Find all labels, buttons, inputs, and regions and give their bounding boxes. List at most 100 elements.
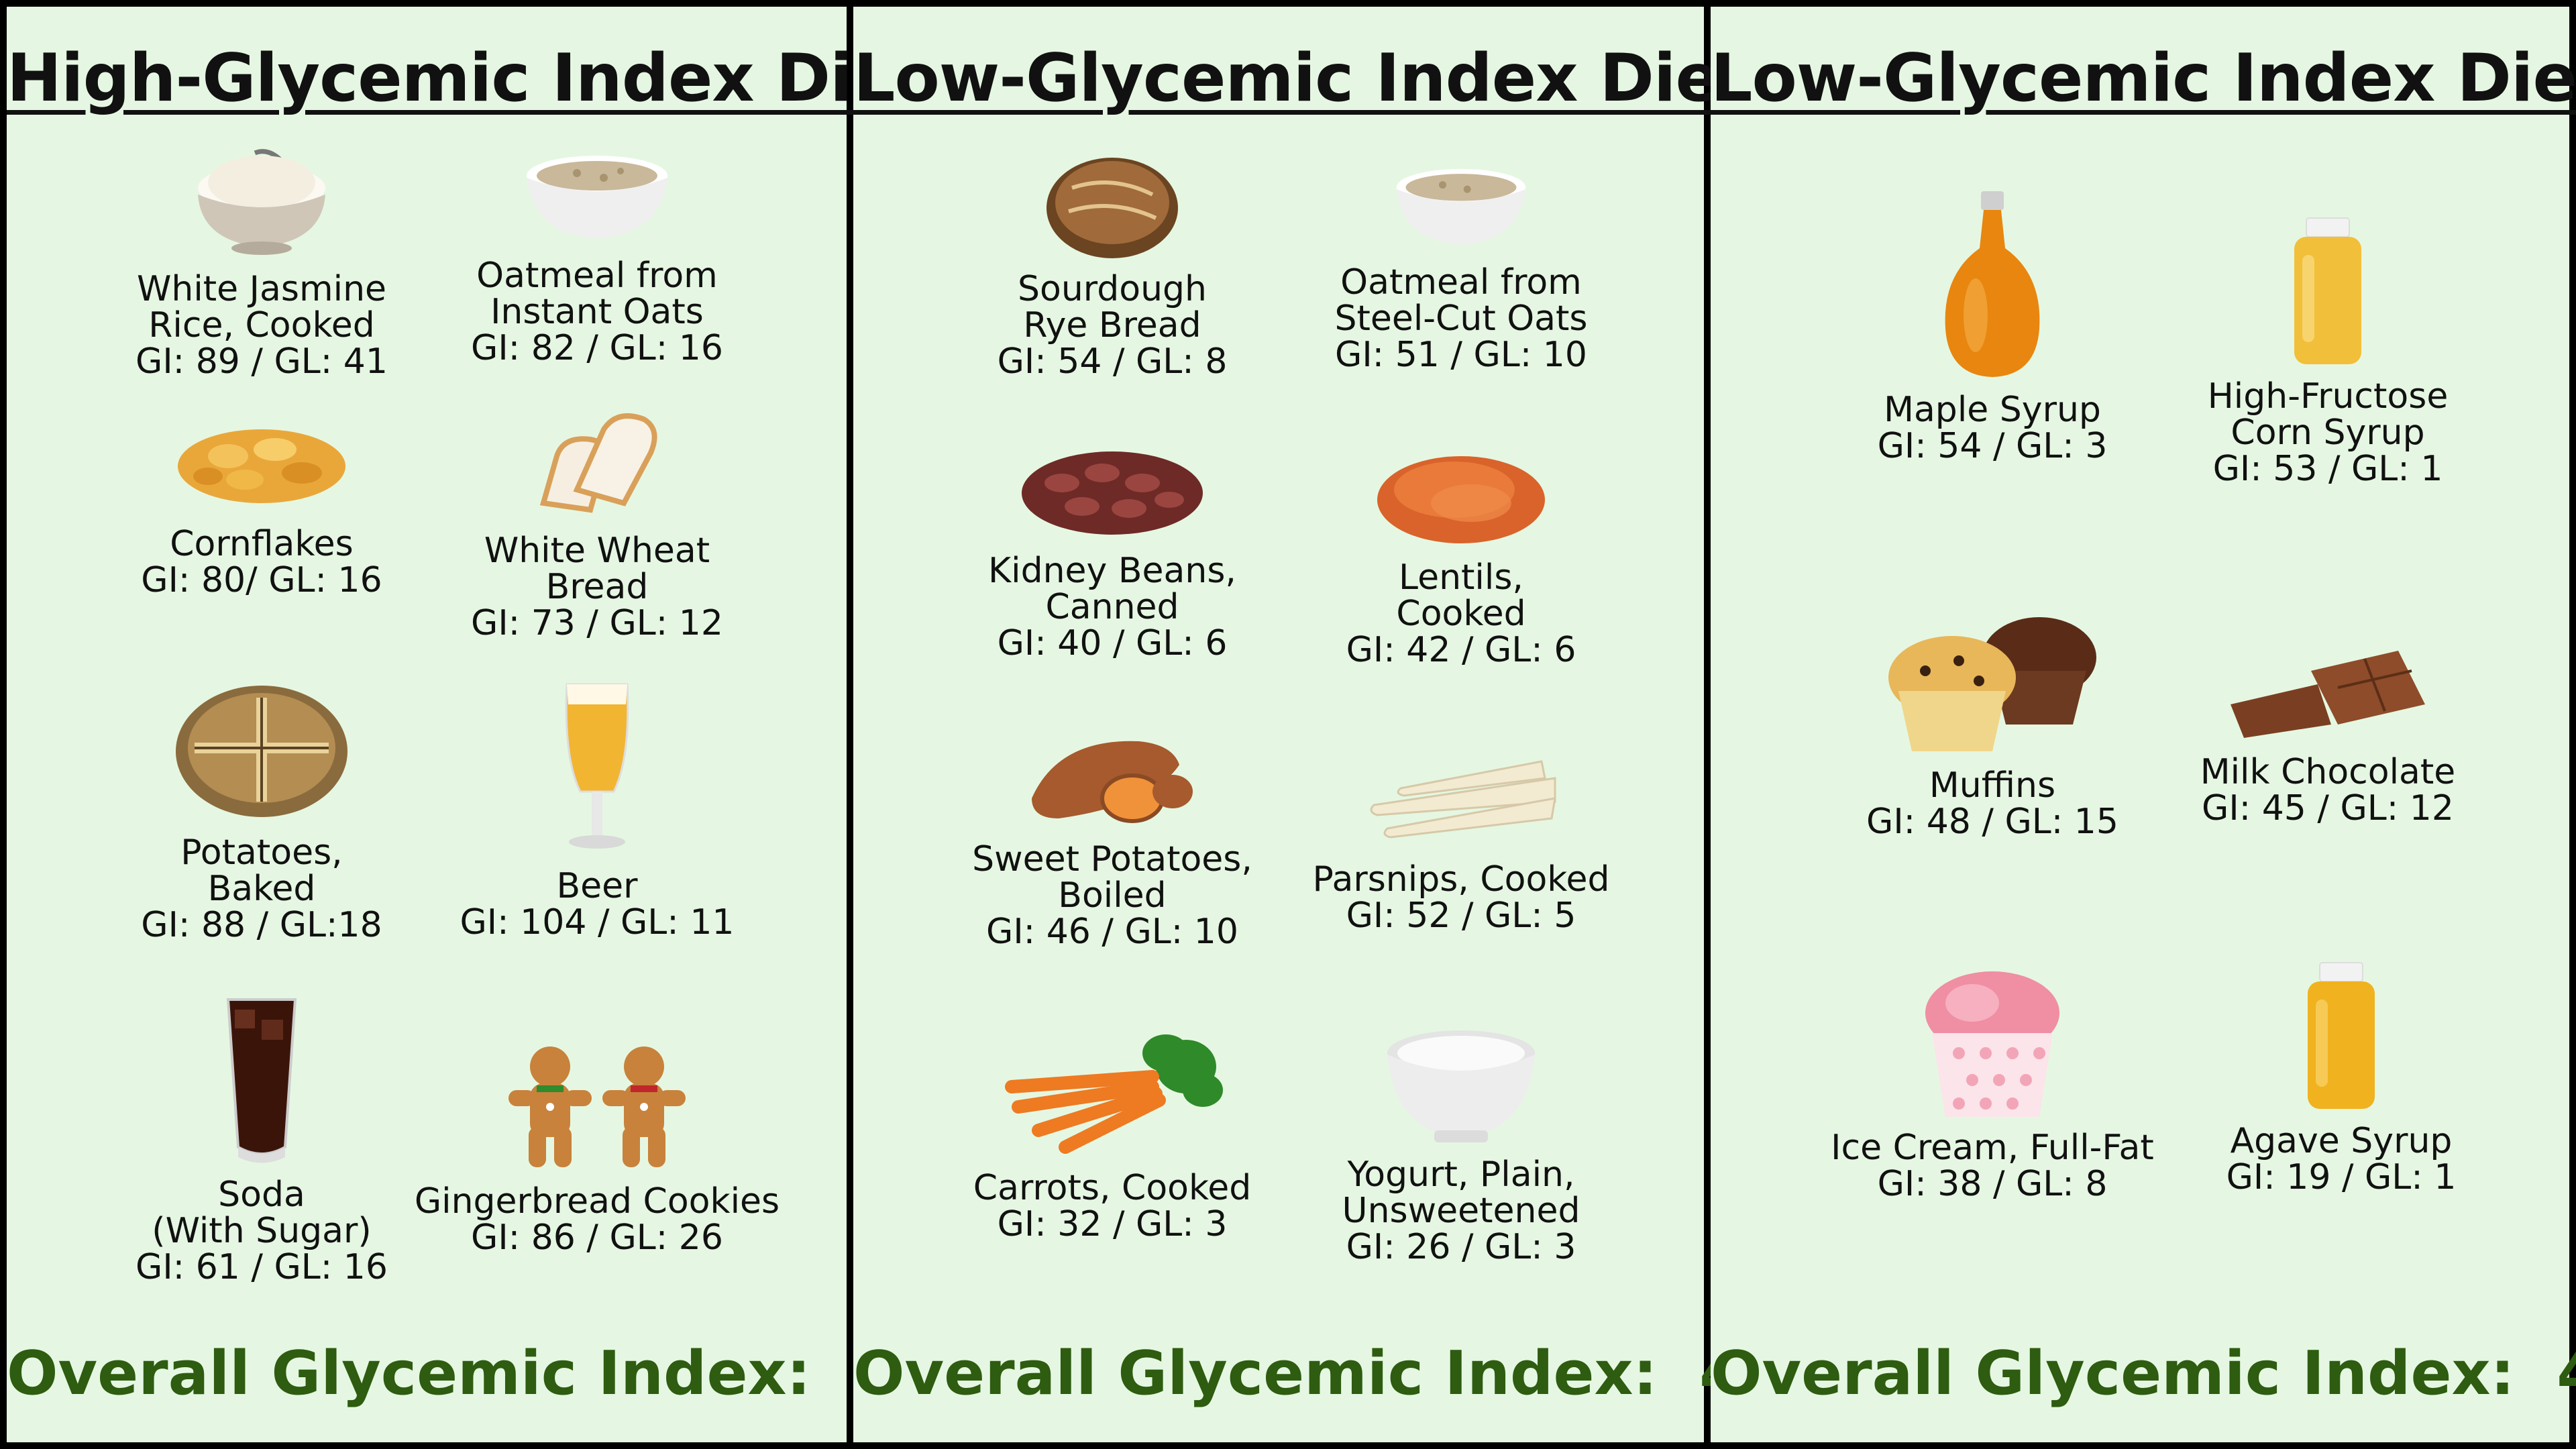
food-stats: GI: 40 / GL: 6 (997, 623, 1228, 663)
food-item: Maple Syrup GI: 54 / GL: 3 (1805, 188, 2180, 464)
food-item: Oatmeal from Instant Oats GI: 82 / GL: 1… (409, 141, 785, 366)
food-name: Muffins (1929, 765, 2056, 806)
food-name: Milk Chocolate (2200, 752, 2456, 792)
food-stats: GI: 54 / GL: 8 (997, 341, 1228, 382)
food-name: Soda (With Sugar) (152, 1175, 372, 1251)
maple-syrup-bottle-icon (1945, 191, 2040, 377)
cornflakes-icon (178, 429, 345, 503)
overall-gi-label: Overall Glycemic Index: (7, 1338, 811, 1409)
gingerbread-icon (508, 1046, 686, 1167)
food-stats: GI: 61 / GL: 16 (136, 1247, 388, 1287)
overall-gi: Overall Glycemic Index: 83 (7, 1338, 936, 1409)
food-stats: GI: 73 / GL: 12 (471, 603, 723, 643)
food-item: Parsnips, Cooked GI: 52 / GL: 5 (1273, 751, 1649, 934)
food-item: White Jasmine Rice, Cooked GI: 89 / GL: … (74, 141, 449, 380)
overall-gi-value: 43 (2557, 1338, 2576, 1409)
panel-title: Low-Glycemic Index Diet (853, 40, 1751, 117)
lentils-icon (1377, 456, 1545, 543)
food-item: White Wheat Bread GI: 73 / GL: 12 (409, 402, 785, 641)
low-gi-panel-2: Low-Glycemic Index Diet Maple Syrup GI: … (1711, 7, 2576, 1442)
food-item: Soda (With Sugar) GI: 61 / GL: 16 (74, 993, 449, 1285)
food-stats: GI: 32 / GL: 3 (997, 1204, 1228, 1244)
panel-title: Low-Glycemic Index Diet (1711, 40, 2576, 117)
food-stats: GI: 19 / GL: 1 (2226, 1157, 2457, 1197)
food-stats: GI: 52 / GL: 5 (1346, 896, 1576, 936)
food-name: Lentils, Cooked (1396, 557, 1526, 634)
overall-gi: Overall Glycemic Index: 43 (1711, 1338, 2576, 1409)
panel-title: High-Glycemic Index Diet (7, 40, 927, 117)
food-name: White Jasmine Rice, Cooked (136, 269, 387, 345)
food-stats: GI: 82 / GL: 16 (471, 328, 723, 368)
food-name: Beer (556, 866, 638, 906)
food-item: Potatoes, Baked GI: 88 / GL:18 (74, 678, 449, 943)
food-stats: GI: 51 / GL: 10 (1335, 335, 1587, 375)
oatmeal-bowl-icon (527, 156, 667, 238)
food-stats: GI: 45 / GL: 12 (2202, 788, 2454, 828)
food-name: Oatmeal from Instant Oats (476, 256, 718, 332)
food-name: Parsnips, Cooked (1312, 859, 1610, 900)
food-stats: GI: 53 / GL: 1 (2212, 449, 2443, 489)
food-name: Sourdough Rye Bread (1018, 269, 1207, 345)
food-item: Oatmeal from Steel-Cut Oats GI: 51 / GL:… (1273, 154, 1649, 373)
agave-jar-icon (2308, 962, 2375, 1109)
ice-cream-cup-icon (1925, 971, 2059, 1117)
food-name: Maple Syrup (1884, 390, 2101, 430)
food-item: Milk Chocolate GI: 45 / GL: 12 (2140, 644, 2516, 826)
food-item: Yogurt, Plain, Unsweetened GI: 26 / GL: … (1273, 1020, 1649, 1265)
food-item: Agave Syrup GI: 19 / GL: 1 (2153, 959, 2529, 1195)
food-stats: GI: 46 / GL: 10 (986, 912, 1238, 952)
food-name: Yogurt, Plain, Unsweetened (1342, 1155, 1580, 1231)
yogurt-bowl-icon (1387, 1030, 1535, 1142)
food-stats: GI: 89 / GL: 41 (136, 341, 388, 382)
chocolate-icon (2231, 651, 2425, 738)
food-item: Beer GI: 104 / GL: 11 (409, 678, 785, 941)
food-item: Ice Cream, Full-Fat GI: 38 / GL: 8 (1805, 966, 2180, 1202)
food-stats: GI: 88 / GL:18 (141, 905, 382, 945)
syrup-jar-icon (2294, 217, 2361, 364)
carrots-icon (1005, 1034, 1223, 1154)
food-name: Kidney Beans, Canned (988, 551, 1236, 627)
sourdough-loaf-icon (1046, 158, 1178, 258)
high-gi-panel: High-Glycemic Index Diet White Jasmine R… (7, 7, 936, 1442)
food-stats: GI: 42 / GL: 6 (1346, 630, 1576, 670)
food-name: Agave Syrup (2230, 1121, 2453, 1161)
rice-bowl-icon (198, 149, 325, 255)
food-stats: GI: 80/ GL: 16 (141, 560, 382, 600)
food-item: Sourdough Rye Bread GI: 54 / GL: 8 (924, 148, 1300, 380)
muffins-icon (1888, 617, 2096, 751)
soda-glass-icon (226, 998, 297, 1163)
food-name: Carrots, Cooked (973, 1168, 1252, 1208)
food-item: Lentils, Cooked GI: 42 / GL: 6 (1273, 436, 1649, 668)
baked-potato-icon (176, 686, 347, 817)
food-name: Cornflakes (170, 524, 354, 564)
food-item: Sweet Potatoes, Boiled GI: 46 / GL: 10 (924, 724, 1300, 950)
food-item: Kidney Beans, Canned GI: 40 / GL: 6 (924, 429, 1300, 661)
food-name: White Wheat Bread (484, 531, 710, 607)
low-gi-panel-1: Low-Glycemic Index Diet Sourdough Rye Br… (853, 7, 1783, 1442)
food-item: Carrots, Cooked GI: 32 / GL: 3 (924, 1026, 1300, 1242)
oatmeal-bowl-icon (1396, 168, 1526, 245)
food-stats: GI: 26 / GL: 3 (1346, 1227, 1576, 1267)
food-name: Potatoes, Baked (180, 833, 343, 909)
food-stats: GI: 104 / GL: 11 (460, 902, 735, 943)
food-name: High-Fructose Corn Syrup (2207, 376, 2449, 453)
kidney-beans-icon (1022, 451, 1203, 535)
food-stats: GI: 54 / GL: 3 (1877, 426, 2108, 466)
food-name: Ice Cream, Full-Fat (1831, 1128, 2154, 1168)
parsnips-icon (1370, 760, 1556, 839)
food-item: Cornflakes GI: 80/ GL: 16 (74, 402, 449, 598)
food-name: Oatmeal from Steel-Cut Oats (1334, 262, 1588, 339)
overall-gi-label: Overall Glycemic Index: (1711, 1338, 2515, 1409)
food-name: Sweet Potatoes, Boiled (972, 839, 1252, 916)
food-item: Muffins GI: 48 / GL: 15 (1805, 610, 2180, 840)
food-stats: GI: 48 / GL: 15 (1866, 802, 2118, 842)
sweet-potato-icon (1032, 741, 1193, 823)
bread-slices-icon (539, 413, 657, 513)
food-stats: GI: 38 / GL: 8 (1877, 1164, 2108, 1204)
food-name: Gingerbread Cookies (414, 1181, 780, 1222)
beer-glass-icon (565, 683, 629, 849)
overall-gi: Overall Glycemic Index: 43 (853, 1338, 1783, 1409)
food-item: High-Fructose Corn Syrup GI: 53 / GL: 1 (2140, 215, 2516, 487)
food-stats: GI: 86 / GL: 26 (471, 1218, 723, 1258)
food-item: Gingerbread Cookies GI: 86 / GL: 26 (409, 1040, 785, 1256)
